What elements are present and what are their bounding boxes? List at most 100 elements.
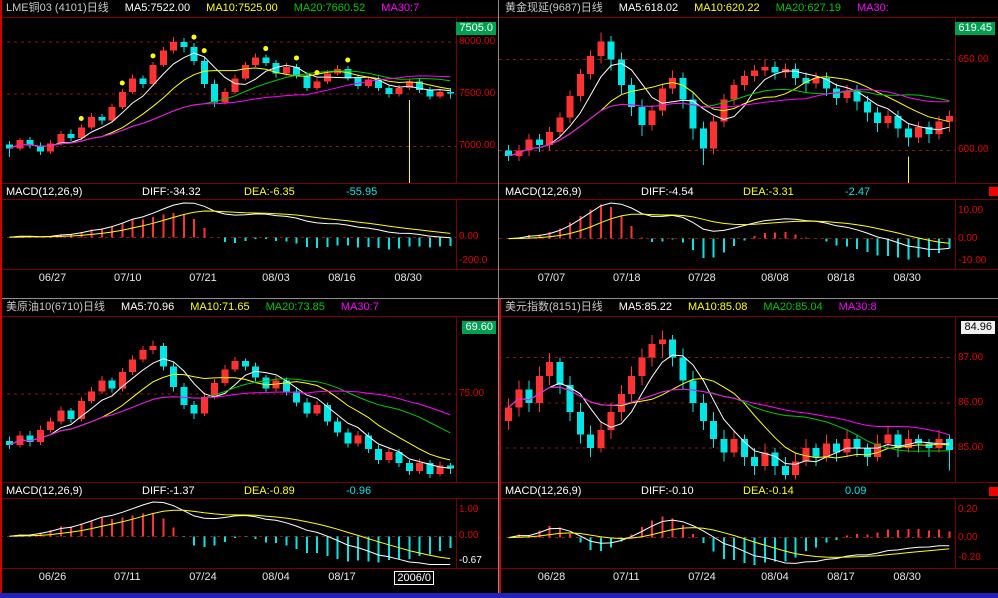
macd-svg xyxy=(0,200,457,269)
chart-header: 美原油10(6710)日线 MA5:70.96 MA10:71.65 MA20:… xyxy=(0,299,499,316)
date-label: 06/27 xyxy=(38,272,67,284)
ma5-value-label: MA5:7522.00 xyxy=(124,2,191,14)
macd-params-label: MACD(12,26,9) xyxy=(505,186,582,198)
date-label: 08/04 xyxy=(262,571,290,583)
chart-title: 黄金现延(9687)日线 xyxy=(505,2,603,14)
chart-header: LME铜03 (4101)日线 MA5:7522.00 MA10:7525.00… xyxy=(0,0,499,17)
date-label: 08/16 xyxy=(328,272,356,284)
axis-label: 600.00 xyxy=(958,144,989,156)
macd-diff-label: DIFF:-0.10 xyxy=(641,485,694,497)
ma5-value-label: MA5:618.02 xyxy=(618,2,679,14)
column-divider xyxy=(498,0,499,598)
date-label: 07/10 xyxy=(113,272,142,284)
axis-label: 0.00 xyxy=(958,531,978,543)
ma30-value-label: MA30:7 xyxy=(381,2,420,14)
axis-label: 8000.00 xyxy=(459,36,496,48)
date-label: 07/24 xyxy=(688,571,716,583)
candlestick-chart[interactable]: 84.96 87.00 86.00 85.00 xyxy=(499,316,998,483)
date-label: 2006/0 xyxy=(394,571,435,585)
ma10-value-label: MA10:71.65 xyxy=(190,301,250,313)
macd-value-label: 0.09 xyxy=(845,485,867,497)
last-price-tag: 619.45 xyxy=(955,22,995,35)
macd-chart[interactable]: 0.00 -200.0 xyxy=(0,199,499,270)
macd-value-label: -55.95 xyxy=(346,186,378,198)
axis-label: 650.00 xyxy=(958,53,989,65)
macd-params-label: MACD(12,26,9) xyxy=(6,485,83,497)
chart-header: 黄金现延(9687)日线 MA5:618.02 MA10:620.22 MA20… xyxy=(499,0,998,17)
date-label: 07/18 xyxy=(612,272,641,284)
macd-chart[interactable]: 1.00 0.00 -0.67 xyxy=(0,498,499,569)
candlestick-chart[interactable]: 7505.0 8000.00 7500.00 7000.00 xyxy=(0,17,499,184)
macd-diff-label: DIFF:-34.32 xyxy=(142,186,201,198)
ma10-value-label: MA10:620.22 xyxy=(694,2,760,14)
window-left-border xyxy=(0,0,2,598)
date-label: 06/26 xyxy=(38,571,67,583)
macd-value-label: -0.96 xyxy=(346,485,372,497)
window-bottom-bar xyxy=(0,593,998,598)
date-label: 08/18 xyxy=(827,272,855,284)
chart-title: 美原油10(6710)日线 xyxy=(6,301,106,313)
macd-chart[interactable]: 0.20 0.00 -0.20 xyxy=(499,498,998,569)
candlestick-svg xyxy=(0,18,457,183)
last-price-tag: 7505.0 xyxy=(456,22,496,35)
axis-label: 86.00 xyxy=(958,396,984,408)
row-divider xyxy=(0,298,998,299)
axis-label: 1.00 xyxy=(459,504,479,516)
date-label: 08/30 xyxy=(893,571,921,583)
axis-label: 7500.00 xyxy=(459,88,496,100)
ma20-value-label: MA20:73.85 xyxy=(265,301,325,313)
axis-label: 0.20 xyxy=(958,504,978,516)
macd-svg xyxy=(499,200,956,269)
chart-panel-usd-index[interactable]: 美元指数(8151)日线 MA5:85.22 MA10:85.08 MA20:8… xyxy=(499,299,998,598)
axis-label: 10.00 xyxy=(958,205,984,217)
last-price-tag: 84.96 xyxy=(961,321,995,334)
macd-value-label: -2.47 xyxy=(845,186,871,198)
axis-label: -0.20 xyxy=(958,552,981,564)
macd-dea-label: DEA:-6.35 xyxy=(244,186,295,198)
active-panel-border xyxy=(499,299,501,598)
date-label: 07/21 xyxy=(189,272,217,284)
candlestick-svg xyxy=(499,317,956,482)
macd-dea-label: DEA:-0.14 xyxy=(743,485,794,497)
chart-panel-gold-spot[interactable]: 黄金现延(9687)日线 MA5:618.02 MA10:620.22 MA20… xyxy=(499,0,998,299)
axis-label: -0.67 xyxy=(459,555,482,567)
axis-label: 0.00 xyxy=(459,231,479,243)
date-axis: 07/07 07/18 07/28 08/08 08/18 08/30 xyxy=(499,271,998,287)
macd-header: MACD(12,26,9) DIFF:-0.10 DEA:-0.14 0.09 xyxy=(499,484,998,498)
chart-title: LME铜03 (4101)日线 xyxy=(6,2,109,14)
date-label: 08/08 xyxy=(761,272,789,284)
axis-label: 85.00 xyxy=(958,442,984,454)
axis-label: 0.00 xyxy=(958,232,978,244)
scroll-marker-top[interactable] xyxy=(989,187,998,196)
chart-panel-lme-copper-03[interactable]: LME铜03 (4101)日线 MA5:7522.00 MA10:7525.00… xyxy=(0,0,499,299)
macd-header: MACD(12,26,9) DIFF:-4.54 DEA:-3.31 -2.47 xyxy=(499,185,998,199)
date-label: 08/30 xyxy=(394,272,422,284)
axis-label: -10.00 xyxy=(958,254,987,266)
date-label: 08/03 xyxy=(262,272,290,284)
candlestick-svg xyxy=(0,317,457,482)
macd-params-label: MACD(12,26,9) xyxy=(505,485,582,497)
ma20-value-label: MA20:7660.52 xyxy=(293,2,366,14)
ma20-value-label: MA20:85.04 xyxy=(763,301,823,313)
date-label: 07/28 xyxy=(688,272,716,284)
chart-panel-us-crude-oil-10[interactable]: 美原油10(6710)日线 MA5:70.96 MA10:71.65 MA20:… xyxy=(0,299,499,598)
ma30-value-label: MA30: xyxy=(857,2,889,14)
date-axis: 06/27 07/10 07/21 08/03 08/16 08/30 xyxy=(0,271,499,287)
axis-label: 7000.00 xyxy=(459,140,496,152)
ma5-value-label: MA5:85.22 xyxy=(618,301,672,313)
candlestick-chart[interactable]: 69.60 75.00 xyxy=(0,316,499,483)
macd-diff-label: DIFF:-1.37 xyxy=(142,485,195,497)
scroll-marker-bottom[interactable] xyxy=(989,487,998,496)
ma20-value-label: MA20:627.19 xyxy=(775,2,841,14)
candlestick-chart[interactable]: 619.45 650.00 600.00 xyxy=(499,17,998,184)
ma30-value-label: MA30:7 xyxy=(340,301,379,313)
macd-dea-label: DEA:-3.31 xyxy=(743,186,794,198)
date-axis: 06/26 07/11 07/24 08/04 08/17 2006/0 xyxy=(0,570,499,586)
axis-label: 0.00 xyxy=(459,530,479,542)
macd-params-label: MACD(12,26,9) xyxy=(6,186,83,198)
axis-label: 87.00 xyxy=(958,351,984,363)
candlestick-svg xyxy=(499,18,956,183)
macd-chart[interactable]: 10.00 0.00 -10.00 xyxy=(499,199,998,270)
date-label: 07/11 xyxy=(113,571,141,583)
